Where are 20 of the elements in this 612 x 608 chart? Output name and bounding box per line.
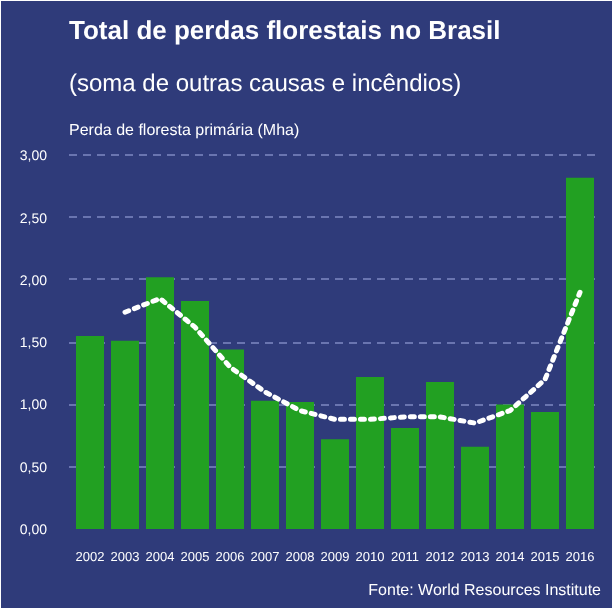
y-axis-title: Perda de floresta primária (Mha) (69, 121, 300, 139)
line-series (122, 289, 583, 426)
bar (181, 301, 209, 529)
bar (356, 377, 384, 529)
bar (146, 277, 174, 529)
bar (391, 428, 419, 529)
source-note: Fonte: World Resources Institute (368, 581, 603, 599)
chart-title: Total de perdas florestais no Brasil (69, 15, 501, 45)
bar (426, 381, 454, 529)
bar (531, 411, 559, 529)
bar (76, 335, 104, 529)
bar (496, 404, 524, 529)
bar (216, 349, 244, 529)
bar (566, 177, 594, 529)
bar (111, 340, 139, 529)
bar (321, 439, 349, 529)
chart-subtitle: (soma de outras causas e incêndios) (69, 69, 462, 97)
bar (461, 446, 489, 529)
bar (251, 400, 279, 529)
bar (286, 401, 314, 529)
